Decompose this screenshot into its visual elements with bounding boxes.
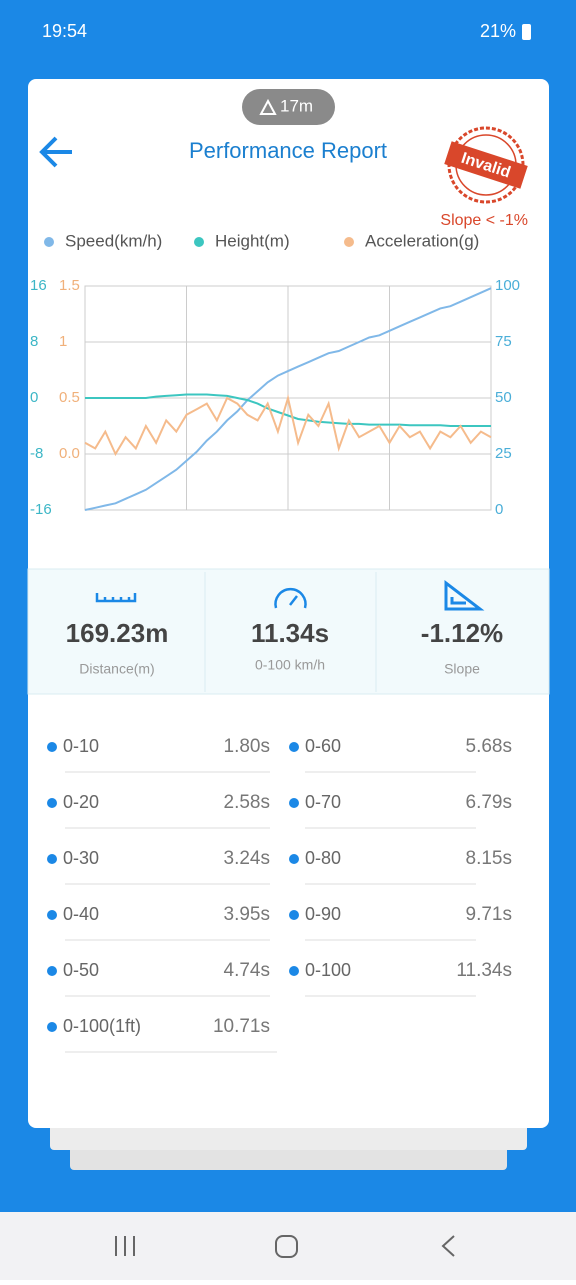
badge-icon	[259, 98, 277, 115]
split-time: 5.68s	[466, 736, 512, 757]
split-dot	[289, 910, 299, 920]
stamp-note: Slope < -1%	[440, 212, 528, 229]
split-label: 0-50	[63, 960, 99, 980]
tick-label: -8	[30, 445, 43, 462]
nav-bar	[0, 1212, 576, 1280]
battery-icon	[522, 24, 531, 40]
nav-back[interactable]	[441, 1235, 455, 1257]
legend-label: Speed(km/h)	[65, 231, 162, 250]
badge	[242, 89, 335, 125]
split-time: 6.79s	[466, 792, 512, 813]
split-time: 8.15s	[466, 848, 512, 869]
split-time: 3.95s	[224, 904, 270, 925]
legend-dot	[44, 237, 54, 247]
tick-label: 1	[59, 333, 67, 350]
legend-dot	[194, 237, 204, 247]
stat-value: -1.12%	[421, 618, 503, 648]
split-label: 0-60	[305, 736, 341, 756]
tick-label: 16	[30, 277, 47, 294]
split-dot	[289, 854, 299, 864]
split-label: 0-40	[63, 904, 99, 924]
tick-label: 25	[495, 445, 512, 462]
split-label: 0-30	[63, 848, 99, 868]
split-time: 4.74s	[224, 960, 270, 981]
split-label: 0-100(1ft)	[63, 1016, 141, 1036]
split-dot	[47, 966, 57, 976]
tick-label: 100	[495, 277, 520, 294]
back-button[interactable]	[39, 136, 72, 168]
tick-label: 0.0	[59, 445, 80, 462]
tick-label: 1.5	[59, 277, 80, 294]
series-line	[84, 287, 492, 511]
series-line	[85, 393, 491, 427]
split-time: 11.34s	[456, 960, 512, 981]
status-time: 19:54	[42, 21, 87, 41]
stat-label: Distance(m)	[79, 661, 154, 677]
stamp-band	[444, 141, 528, 189]
page-title: Performance Report	[189, 138, 387, 163]
stat-label: Slope	[444, 661, 480, 677]
tick-label: 0.5	[59, 389, 80, 406]
timer-icon	[274, 587, 307, 609]
split-dot	[47, 910, 57, 920]
slope-icon	[444, 579, 485, 611]
split-dot	[47, 742, 57, 752]
split-dot	[289, 742, 299, 752]
split-label: 0-90	[305, 904, 341, 924]
split-label: 0-100	[305, 960, 351, 980]
split-label: 0-80	[305, 848, 341, 868]
split-time: 1.80s	[224, 736, 270, 757]
split-dot	[289, 966, 299, 976]
split-label: 0-10	[63, 736, 99, 756]
status-battery: 21%	[480, 21, 516, 41]
tick-label: -16	[30, 501, 52, 518]
legend-dot	[344, 237, 354, 247]
tick-label: 8	[30, 333, 38, 350]
split-dot	[47, 1022, 57, 1032]
split-label: 0-20	[63, 792, 99, 812]
split-time: 10.71s	[213, 1016, 270, 1037]
nav-home[interactable]	[275, 1235, 298, 1258]
distance-icon	[95, 593, 137, 603]
nav-recents[interactable]	[115, 1236, 135, 1256]
series-line	[84, 394, 492, 457]
split-label: 0-70	[305, 792, 341, 812]
split-time: 3.24s	[224, 848, 270, 869]
split-time: 2.58s	[224, 792, 270, 813]
tick-label: 75	[495, 333, 512, 350]
split-dot	[47, 854, 57, 864]
legend-label: Height(m)	[215, 231, 290, 250]
tick-label: 0	[495, 501, 503, 518]
tick-label: 50	[495, 389, 512, 406]
tick-label: 0	[30, 389, 38, 406]
legend-label: Acceleration(g)	[365, 231, 479, 250]
stat-value: 169.23m	[66, 618, 169, 648]
badge-text: 17m	[280, 96, 313, 115]
split-dot	[289, 798, 299, 808]
stat-label: 0-100 km/h	[255, 657, 325, 673]
stat-value: 11.34s	[251, 618, 329, 648]
split-dot	[47, 798, 57, 808]
timer-needle	[289, 595, 298, 606]
split-time: 9.71s	[466, 904, 512, 925]
